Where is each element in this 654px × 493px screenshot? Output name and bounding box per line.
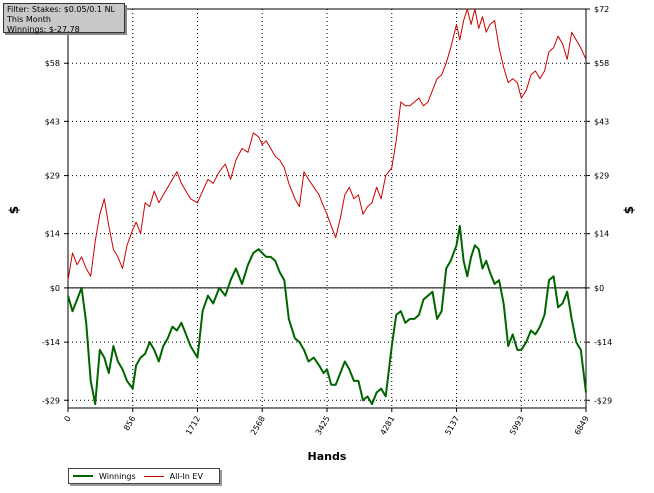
filter-winnings-text: Winnings: $-27.78 — [7, 25, 80, 34]
x-axis-ticks: 0 856 1712 2568 3425 4281 5137 5993 6849 — [62, 408, 591, 437]
series-lines — [67, 8, 587, 406]
filter-period-text: This Month — [7, 15, 51, 24]
plot-area — [67, 8, 587, 409]
legend-swatch-allin-ev — [143, 475, 164, 477]
filter-stakes-text: Filter: Stakes: $0.05/0.1 NL — [7, 5, 116, 14]
x-tick-label: 5993 — [508, 415, 526, 437]
y-tick-label: $72 — [594, 5, 609, 14]
x-tick-label: 2568 — [249, 415, 267, 437]
y-axis-label-left: $ — [7, 206, 21, 214]
y-axis-right-ticks: $72 $58 $43 $29 $14 $0 -$14 -$29 — [586, 5, 612, 405]
x-tick-label: 1712 — [184, 415, 202, 437]
x-tick-label: 0 — [62, 415, 72, 424]
y-tick-label: $14 — [594, 230, 609, 239]
y-tick-label: -$14 — [594, 338, 612, 347]
x-tick-label: 5137 — [443, 415, 461, 437]
x-axis-label: Hands — [308, 450, 347, 463]
series-line-allin-ev — [67, 8, 587, 281]
legend-item-allin-ev: All-In EV — [143, 471, 203, 481]
y-tick-label: $43 — [594, 117, 609, 126]
y-tick-label: $0 — [50, 284, 60, 293]
x-tick-label: 6849 — [573, 415, 591, 437]
legend-item-winnings: Winnings — [73, 472, 136, 481]
x-tick-label: 856 — [122, 415, 137, 433]
y-tick-label: $58 — [45, 59, 60, 68]
y-tick-label: -$14 — [42, 338, 60, 347]
y-tick-label: $0 — [594, 284, 604, 293]
y-tick-label: -$29 — [594, 396, 612, 405]
y-tick-label: $29 — [45, 172, 60, 181]
series-line-winnings — [67, 224, 587, 406]
legend: Winnings All-In EV — [68, 468, 220, 484]
filter-info-box: Filter: Stakes: $0.05/0.1 NL This Month … — [3, 3, 125, 34]
legend-label-winnings: Winnings — [99, 471, 136, 481]
x-tick-label: 4281 — [379, 415, 397, 437]
y-tick-label: $29 — [594, 172, 609, 181]
legend-swatch-winnings — [73, 475, 93, 477]
y-tick-label: $58 — [594, 59, 609, 68]
y-axis-left-ticks: $72$58$43$29$14$0-$14-$29 — [42, 5, 68, 405]
legend-label-allin-ev: All-In EV — [169, 471, 203, 481]
x-tick-label: 3425 — [314, 415, 332, 437]
y-axis-label-right: $ — [622, 206, 636, 214]
y-tick-label: -$29 — [42, 396, 60, 405]
y-tick-label: $14 — [45, 230, 60, 239]
y-tick-label: $43 — [45, 117, 60, 126]
